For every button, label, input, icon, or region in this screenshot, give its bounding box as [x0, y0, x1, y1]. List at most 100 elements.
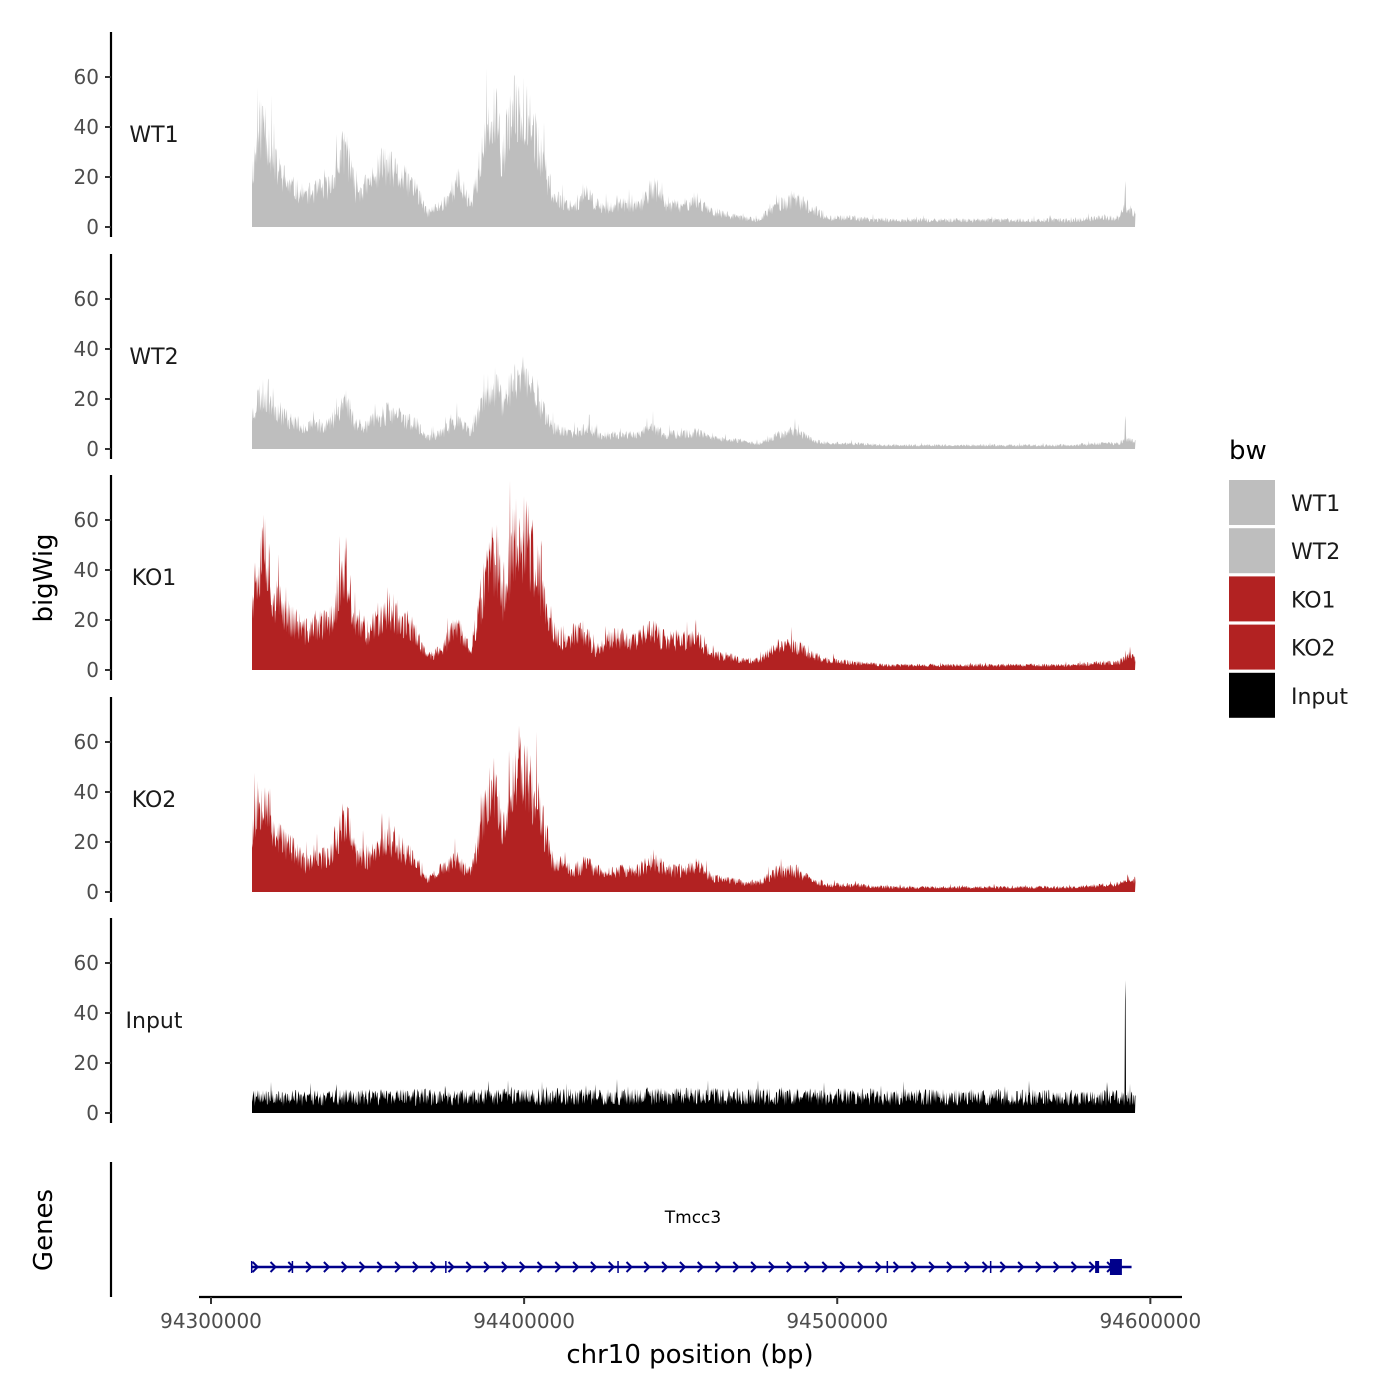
coverage-area-input [252, 980, 1136, 1113]
strand-arrow [376, 1261, 384, 1273]
y-tick-label: 0 [86, 215, 99, 239]
legend-label-ko2: KO2 [1291, 637, 1336, 662]
strand-arrow [269, 1261, 277, 1273]
legend-label-wt1: WT1 [1291, 492, 1340, 517]
coverage-area-ko2 [252, 725, 1136, 892]
strand-arrow [625, 1261, 633, 1273]
strand-arrow [536, 1261, 544, 1273]
strand-arrow [572, 1261, 580, 1273]
strand-arrow [750, 1261, 758, 1273]
gene-exon [886, 1261, 889, 1273]
strand-arrow [981, 1261, 989, 1273]
y-tick-label: 40 [74, 558, 99, 582]
y-tick-label: 20 [74, 830, 99, 854]
gene-exon [617, 1261, 619, 1273]
strand-arrow [429, 1261, 438, 1273]
y-tick-label: 0 [86, 1101, 99, 1125]
gene-exon [291, 1261, 294, 1273]
gene-model [250, 1259, 1132, 1275]
strand-arrow [1035, 1261, 1043, 1273]
coverage-area-wt1 [252, 68, 1136, 227]
strand-arrow [501, 1261, 509, 1273]
strand-arrow [696, 1261, 705, 1273]
legend-swatch-ko1 [1229, 576, 1275, 622]
strand-arrow [857, 1261, 865, 1273]
strand-arrow [590, 1261, 598, 1273]
y-tick-label: 60 [74, 508, 99, 532]
track-ko1: 0 20 40 60 KO1 [74, 475, 1136, 682]
strand-arrow [661, 1261, 669, 1273]
y-axis-title: bigWig [29, 533, 59, 622]
strand-arrow [518, 1261, 527, 1273]
gene-exon [250, 1261, 253, 1273]
x-tick-label: 94500000 [786, 1309, 888, 1333]
y-tick-label: 20 [74, 608, 99, 632]
strand-arrow [874, 1261, 883, 1273]
strand-arrow [1070, 1261, 1078, 1273]
bigwig-tracks: 0 20 40 60 WT1 0 20 40 60 WT2 0 20 40 60 KO1 0 20 40 60 KO2… [74, 32, 1136, 1125]
x-axis-ticks: 94300000 94400000 94500000 94600000 [160, 1297, 1201, 1333]
strand-arrow [892, 1261, 900, 1273]
gene-exon [989, 1261, 992, 1273]
strand-arrow [785, 1261, 794, 1273]
strand-arrow [305, 1261, 313, 1273]
strand-arrow [768, 1261, 776, 1273]
y-tick-label: 40 [74, 337, 99, 361]
strand-arrow [643, 1261, 651, 1273]
track-label-ko2: KO2 [132, 788, 177, 813]
track-label-input: Input [126, 1009, 183, 1034]
strand-arrow [323, 1261, 331, 1273]
coverage-area-ko1 [252, 480, 1136, 670]
strand-arrow [714, 1261, 722, 1273]
genes-axis-title: Genes [29, 1189, 59, 1271]
strand-arrow [732, 1261, 740, 1273]
legend-title: bw [1229, 436, 1267, 466]
y-tick-label: 40 [74, 780, 99, 804]
strand-arrow [554, 1261, 562, 1273]
strand-arrow [394, 1261, 402, 1273]
strand-arrow [287, 1261, 295, 1273]
strand-arrow [910, 1261, 918, 1273]
strand-arrow [358, 1261, 366, 1273]
strand-arrow [607, 1261, 616, 1273]
strand-arrow [251, 1261, 260, 1273]
y-tick-label: 0 [86, 880, 99, 904]
legend-label-input: Input [1291, 685, 1348, 710]
legend-entries: WT1 WT2 KO1 KO2 Input [1229, 480, 1348, 718]
y-tick-label: 40 [74, 1001, 99, 1025]
y-tick-label: 60 [74, 951, 99, 975]
y-tick-label: 0 [86, 658, 99, 682]
y-tick-label: 60 [74, 65, 99, 89]
coverage-area-wt2 [252, 356, 1136, 449]
strand-arrow [946, 1261, 954, 1273]
strand-arrow [821, 1261, 829, 1273]
y-tick-label: 0 [86, 437, 99, 461]
track-ko2: 0 20 40 60 KO2 [74, 697, 1136, 904]
strand-arrow [1088, 1261, 1096, 1273]
y-tick-label: 20 [74, 165, 99, 189]
legend-swatch-input [1229, 672, 1275, 718]
gene-exon [445, 1261, 447, 1273]
track-label-wt2: WT2 [129, 345, 178, 370]
legend-label-wt2: WT2 [1291, 540, 1340, 565]
strand-arrow [679, 1261, 687, 1273]
y-tick-label: 20 [74, 1051, 99, 1075]
y-tick-label: 40 [74, 115, 99, 139]
strand-arrow [465, 1261, 473, 1273]
x-tick-label: 94300000 [160, 1309, 262, 1333]
track-label-ko1: KO1 [132, 566, 177, 591]
strand-arrow [340, 1261, 349, 1273]
strand-arrow [839, 1261, 847, 1273]
strand-arrow [963, 1261, 972, 1273]
strand-arrow [928, 1261, 936, 1273]
strand-arrow [447, 1261, 455, 1273]
gene-exon [1109, 1259, 1122, 1275]
track-wt2: 0 20 40 60 WT2 [74, 254, 1136, 461]
x-tick-label: 94400000 [473, 1309, 575, 1333]
y-tick-label: 20 [74, 387, 99, 411]
strand-arrow [999, 1261, 1007, 1273]
genes-panel: Genes Tmcc3 94300000 94400000 94500000 9460… [29, 1162, 1201, 1333]
x-tick-label: 94600000 [1099, 1309, 1201, 1333]
